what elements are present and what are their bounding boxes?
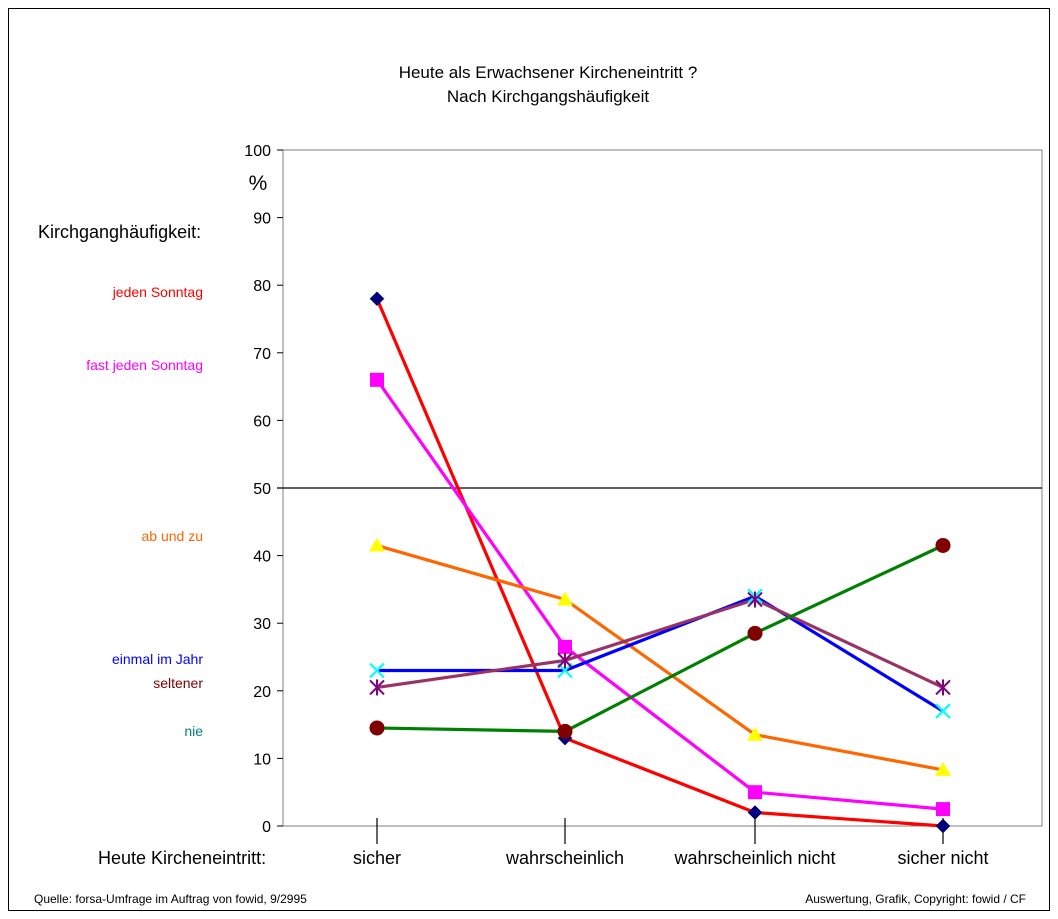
series-line	[376, 543, 944, 772]
x-tick-label: sicher	[353, 848, 401, 868]
y-tick-label: 100	[244, 143, 271, 160]
series-line	[375, 298, 944, 828]
footer-credit: Auswertung, Grafik, Copyright: fowid / C…	[805, 892, 1026, 906]
legend-entry: ab und zu	[142, 528, 204, 544]
x-tick-label: wahrscheinlich nicht	[673, 848, 835, 868]
y-tick-label: 70	[253, 346, 271, 363]
series-line	[376, 544, 944, 734]
data-point	[747, 726, 763, 741]
data-point	[557, 652, 573, 669]
y-tick-label: 30	[253, 616, 271, 633]
data-point	[557, 591, 573, 606]
series-line	[377, 594, 944, 713]
y-tick-label: 0	[262, 819, 271, 836]
data-point	[557, 723, 573, 739]
x-axis-caption: Heute Kircheneintritt:	[98, 848, 266, 868]
data-point	[935, 537, 951, 553]
legend-entry: jeden Sonntag	[112, 284, 203, 300]
series-lines	[375, 298, 944, 828]
data-point	[748, 785, 762, 800]
legend-entry: einmal im Jahr	[112, 651, 203, 667]
x-axis: sicher wahrscheinlich wahrscheinlich nicht…	[353, 818, 989, 868]
series-line	[375, 378, 944, 811]
legend-entry: fast jeden Sonntag	[86, 357, 203, 373]
y-axis: 0 10 20 30 40 50 60 70 80 90 100	[244, 143, 1042, 836]
data-point	[369, 679, 385, 696]
data-point	[935, 679, 951, 696]
chart-frame	[8, 8, 1050, 911]
data-point	[936, 802, 950, 817]
legend: jeden Sonntag fast jeden Sonntag ab und zu…	[86, 284, 203, 739]
y-tick-label: 60	[253, 413, 271, 430]
x-tick-label: wahrscheinlich	[505, 848, 624, 868]
series-line	[376, 597, 944, 689]
data-point	[369, 537, 385, 552]
data-point	[935, 818, 951, 834]
data-point	[369, 662, 385, 679]
chart-title: Heute als Erwachsener Kircheneintritt ?	[399, 63, 698, 82]
y-axis-label: %	[249, 172, 268, 195]
data-point	[369, 720, 385, 736]
data-point	[369, 291, 385, 307]
series-markers	[369, 291, 951, 834]
data-point	[935, 703, 951, 719]
y-tick-label: 40	[253, 549, 271, 566]
y-tick-label: 10	[253, 751, 271, 768]
x-tick-label: sicher nicht	[897, 848, 988, 868]
legend-entry: nie	[184, 723, 203, 739]
data-point	[935, 761, 951, 776]
data-point	[747, 591, 763, 608]
data-point	[370, 372, 384, 387]
y-tick-label: 50	[253, 481, 271, 498]
data-point	[747, 805, 763, 820]
data-point	[558, 639, 572, 654]
legend-title: Kirchganghäufigkeit:	[38, 222, 201, 242]
y-tick-label: 80	[253, 278, 271, 295]
legend-entry: seltener	[153, 675, 203, 691]
data-point	[747, 625, 763, 641]
y-tick-label: 90	[253, 211, 271, 228]
chart-subtitle: Nach Kirchgangshäufigkeit	[447, 87, 650, 106]
y-tick-label: 20	[253, 684, 271, 701]
footer-source: Quelle: forsa-Umfrage im Auftrag von fow…	[34, 892, 307, 906]
